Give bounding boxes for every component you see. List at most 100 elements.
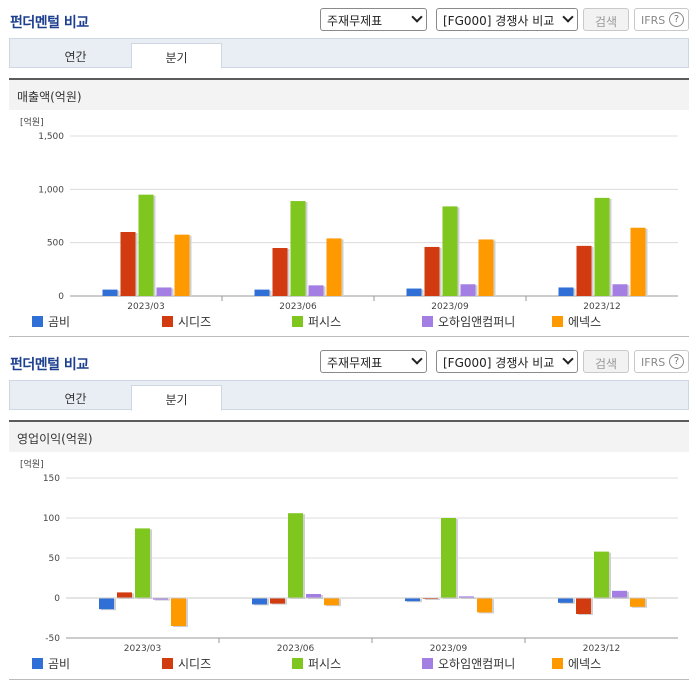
metric-title: 매출액(억원)	[9, 78, 689, 110]
statement-select[interactable]: 주재무제표	[320, 350, 427, 373]
legend-item[interactable]: 퍼시스	[292, 655, 341, 672]
search-button[interactable]: 검색	[583, 8, 629, 31]
bar[interactable]	[612, 590, 627, 598]
bar[interactable]	[135, 528, 150, 598]
legend-swatch	[422, 316, 433, 327]
x-tick-label: 2023/03	[127, 302, 164, 310]
bar[interactable]	[99, 598, 114, 610]
y-tick-label: 150	[43, 474, 60, 484]
legend-item[interactable]: 에넥스	[552, 313, 601, 330]
bar[interactable]	[306, 594, 321, 598]
y-tick-label: 1,000	[38, 185, 64, 195]
bar[interactable]	[405, 598, 420, 602]
bar[interactable]	[594, 197, 610, 296]
y-tick-label: 1,500	[38, 132, 64, 142]
ifrs-label: IFRS	[641, 356, 666, 369]
chart-legend: 곰비 시디즈 퍼시스 오하임앤컴퍼니 에넥스	[0, 313, 696, 331]
fundamental-section-operating-income: 펀더멘털 비교 주재무제표 [FG000] 경쟁사 비교 검색 IFRS ? 연…	[0, 342, 696, 684]
help-icon: ?	[669, 12, 684, 27]
bar[interactable]	[477, 598, 492, 613]
statement-select[interactable]: 주재무제표	[320, 8, 427, 31]
bar[interactable]	[308, 285, 324, 296]
tab-quarterly[interactable]: 분기	[131, 385, 222, 411]
bar[interactable]	[117, 592, 132, 598]
chevron-down-icon	[411, 353, 423, 365]
section-title: 펀더멘털 비교	[10, 15, 89, 31]
chevron-down-icon	[562, 353, 574, 365]
bar[interactable]	[459, 596, 474, 598]
bar[interactable]	[252, 598, 267, 605]
y-tick-label: 50	[49, 554, 61, 564]
compare-select[interactable]: [FG000] 경쟁사 비교	[436, 350, 578, 373]
legend-item[interactable]: 시디즈	[162, 655, 211, 672]
compare-select-value: [FG000] 경쟁사 비교	[443, 14, 555, 28]
bar[interactable]	[174, 234, 190, 296]
bar[interactable]	[288, 513, 303, 598]
legend-item[interactable]: 곰비	[32, 313, 70, 330]
statement-select-value: 주재무제표	[327, 356, 383, 370]
bar[interactable]	[576, 598, 591, 614]
bar[interactable]	[612, 284, 628, 296]
legend-label: 퍼시스	[308, 315, 342, 329]
bar[interactable]	[254, 289, 270, 296]
legend-label: 퍼시스	[308, 657, 342, 671]
sales-bar-chart: [억원] 0 500 1,000 1,500 2023/03 2023/06 2023/09 2…	[20, 116, 678, 310]
bar[interactable]	[120, 232, 136, 296]
section-header: 펀더멘털 비교 주재무제표 [FG000] 경쟁사 비교 검색 IFRS ?	[0, 342, 696, 378]
legend-item[interactable]: 오하임앤컴퍼니	[422, 655, 515, 672]
ifrs-button[interactable]: IFRS ?	[634, 8, 689, 31]
tab-quarterly[interactable]: 분기	[131, 43, 222, 69]
bar[interactable]	[171, 598, 186, 626]
bar[interactable]	[324, 598, 339, 606]
bar[interactable]	[478, 239, 494, 296]
legend-item[interactable]: 에넥스	[552, 655, 601, 672]
legend-swatch	[422, 658, 433, 669]
fundamental-section-sales: 펀더멘털 비교 주재무제표 [FG000] 경쟁사 비교 검색 IFRS ? 연…	[0, 0, 696, 337]
chart-legend: 곰비 시디즈 퍼시스 오하임앤컴퍼니 에넥스	[0, 655, 696, 673]
statement-select-value: 주재무제표	[327, 14, 383, 28]
legend-item[interactable]: 시디즈	[162, 313, 211, 330]
tab-annual[interactable]: 연간	[64, 50, 87, 64]
legend-label: 시디즈	[178, 657, 212, 671]
bar[interactable]	[594, 551, 609, 598]
bar[interactable]	[558, 598, 573, 603]
bar-shadow	[155, 599, 170, 601]
unit-label: [억원]	[20, 458, 44, 470]
bar[interactable]	[138, 194, 154, 296]
bar[interactable]	[558, 287, 574, 296]
bar[interactable]	[630, 227, 646, 296]
legend-swatch	[162, 658, 173, 669]
bar[interactable]	[153, 598, 168, 600]
legend-item[interactable]: 퍼시스	[292, 313, 341, 330]
bar[interactable]	[441, 518, 456, 598]
x-tick-label: 2023/06	[279, 302, 317, 310]
compare-select[interactable]: [FG000] 경쟁사 비교	[436, 8, 578, 31]
legend-item[interactable]: 곰비	[32, 655, 70, 672]
bar[interactable]	[630, 598, 645, 607]
bar[interactable]	[102, 289, 118, 296]
bar[interactable]	[406, 288, 422, 296]
section-header: 펀더멘털 비교 주재무제표 [FG000] 경쟁사 비교 검색 IFRS ?	[0, 0, 696, 36]
bar[interactable]	[576, 245, 592, 296]
y-tick-label: 0	[58, 292, 64, 302]
x-tick-label: 2023/12	[583, 644, 620, 654]
bar[interactable]	[272, 248, 288, 296]
bar[interactable]	[326, 238, 342, 296]
legend-label: 에넥스	[568, 315, 602, 329]
bar[interactable]	[290, 201, 306, 296]
search-button[interactable]: 검색	[583, 350, 629, 373]
legend-swatch	[162, 316, 173, 327]
ifrs-button[interactable]: IFRS ?	[634, 350, 689, 373]
tab-annual[interactable]: 연간	[64, 392, 87, 406]
bar[interactable]	[460, 284, 476, 296]
legend-swatch	[552, 316, 563, 327]
x-tick-label: 2023/09	[430, 644, 468, 654]
bar[interactable]	[424, 246, 440, 296]
operating-income-bar-chart: [억원] -50 0 50 100 150 2023/03 2023/06 2023/09 202…	[20, 458, 678, 654]
bar[interactable]	[156, 287, 172, 296]
bar[interactable]	[270, 598, 285, 604]
unit-label: [억원]	[20, 116, 44, 128]
bar-shadow	[425, 599, 440, 600]
legend-item[interactable]: 오하임앤컴퍼니	[422, 313, 515, 330]
bar[interactable]	[442, 206, 458, 296]
